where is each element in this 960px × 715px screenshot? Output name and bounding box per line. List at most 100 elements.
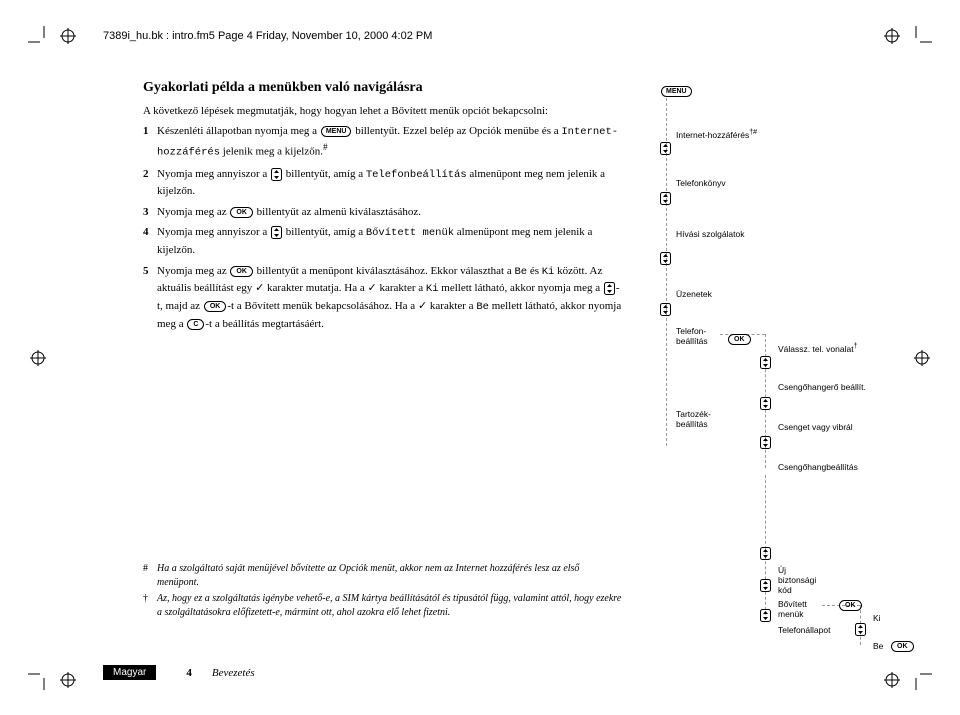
- tree-label: Tartozék-beállítás: [676, 409, 711, 429]
- step-text: billentyűt. Ezzel belép az Opciók menübe…: [352, 125, 561, 137]
- scroll-button-icon: [271, 226, 282, 239]
- mono-text: Be: [514, 266, 527, 278]
- tree-label: Telefon-beállítás: [676, 326, 708, 346]
- step-text: billentyűt, amíg a: [283, 226, 366, 238]
- footnote-text: Az, hogy ez a szolgáltatás igénybe vehet…: [157, 592, 623, 620]
- step-text: -t a beállítás megtartásáért.: [205, 318, 324, 330]
- menu-button-icon: MENU: [321, 126, 352, 137]
- footnotes: # Ha a szolgáltató saját menüjével bővít…: [143, 562, 623, 622]
- intro-text: A következő lépések megmutatják, hogy ho…: [143, 104, 623, 119]
- scroll-button-icon: [760, 579, 771, 597]
- footnote-symbol: †: [143, 592, 157, 620]
- reg-mark-tr: [884, 28, 900, 44]
- crop-mark-bl: [28, 668, 50, 690]
- scroll-button-icon: [660, 142, 671, 160]
- page-meta-header: 7389i_hu.bk : intro.fm5 Page 4 Friday, N…: [103, 30, 432, 42]
- footnote-ref: †: [854, 342, 858, 350]
- scroll-button-icon: [760, 547, 771, 565]
- section-name: Bevezetés: [212, 667, 255, 679]
- step-text: -t a Bővített menük bekapcsolásához. Ha …: [227, 300, 418, 312]
- ok-button-icon: OK: [230, 207, 253, 218]
- step-1: 1 Készenléti állapotban nyomja meg a MEN…: [143, 123, 623, 161]
- tree-label: Csengőhangbeállítás: [778, 462, 858, 472]
- c-button-icon: C: [187, 319, 204, 330]
- reg-mark-mr: [914, 350, 930, 366]
- mono-text: Ki: [542, 266, 555, 278]
- tree-label: Hívási szolgálatok: [676, 229, 745, 239]
- language-tab: Magyar: [103, 665, 156, 680]
- check-icon: ✓: [418, 300, 427, 312]
- step-text: Nyomja meg az: [157, 206, 229, 218]
- step-text: Nyomja meg az: [157, 265, 229, 277]
- scroll-button-icon: [760, 609, 771, 627]
- step-text: karakter a: [377, 282, 426, 294]
- tree-label: Bővített menük: [778, 599, 807, 619]
- step-text: billentyűt a menüpont kiválasztásához. E…: [254, 265, 515, 277]
- scroll-button-icon: [271, 168, 282, 181]
- step-num: 2: [143, 166, 157, 200]
- tree-label: Internet-hozzáférés: [676, 130, 749, 140]
- page-footer: Magyar 4 Bevezetés: [103, 665, 255, 680]
- step-num: 4: [143, 224, 157, 258]
- main-content: Gyakorlati példa a menükben való navigál…: [143, 80, 623, 336]
- step-text: billentyűt, amíg a: [283, 168, 366, 180]
- scroll-button-icon: [760, 397, 771, 415]
- ok-button-icon: OK: [230, 266, 253, 277]
- step-num: 5: [143, 263, 157, 333]
- scroll-button-icon: [855, 623, 866, 641]
- step-text: karakter mutatja. Ha a: [264, 282, 367, 294]
- footnote-text: Ha a szolgáltató saját menüjével bővítet…: [157, 562, 623, 590]
- step-text: billentyűt az almenü kiválasztásához.: [254, 206, 421, 218]
- crop-mark-br: [910, 668, 932, 690]
- mono-text: Be: [476, 301, 489, 313]
- mono-text: Bővített menük: [366, 227, 454, 239]
- tree-label: Üzenetek: [676, 289, 712, 299]
- menu-button-icon: MENU: [661, 86, 692, 97]
- ok-button-icon: OK: [839, 600, 862, 611]
- tree-label: Telefonkönyv: [676, 178, 726, 188]
- scroll-button-icon: [760, 356, 771, 374]
- scroll-button-icon: [660, 252, 671, 270]
- scroll-button-icon: [660, 303, 671, 321]
- step-4: 4 Nyomja meg annyiszor a billentyűt, amí…: [143, 224, 623, 258]
- tree-label: Csengőhangerő beállít.: [778, 382, 866, 392]
- step-text: mellett látható, akkor nyomja meg a: [439, 282, 603, 294]
- step-text: Nyomja meg annyiszor a: [157, 226, 270, 238]
- step-2: 2 Nyomja meg annyiszor a billentyűt, amí…: [143, 166, 623, 200]
- mono-text: Ki: [426, 283, 439, 295]
- step-text: és: [527, 265, 542, 277]
- ok-button-icon: OK: [728, 334, 751, 345]
- step-text: jelenik meg a kijelzőn.: [220, 146, 323, 158]
- reg-mark-bl: [60, 672, 76, 688]
- scroll-button-icon: [760, 436, 771, 454]
- reg-mark-ml: [30, 350, 46, 366]
- ok-button-icon: OK: [204, 301, 227, 312]
- step-text: Nyomja meg annyiszor a: [157, 168, 270, 180]
- crop-mark-tr: [910, 26, 932, 48]
- scroll-button-icon: [604, 282, 615, 295]
- mono-text: Telefonbeállítás: [366, 169, 467, 181]
- tree-label: Ki: [873, 613, 881, 623]
- step-num: 3: [143, 204, 157, 221]
- footnote-ref: #: [323, 142, 328, 152]
- check-icon: ✓: [255, 282, 264, 294]
- step-5: 5 Nyomja meg az OK billentyűt a menüpont…: [143, 263, 623, 333]
- crop-mark-tl: [28, 26, 50, 48]
- reg-mark-br: [884, 672, 900, 688]
- ok-button-icon: OK: [891, 641, 914, 652]
- step-num: 1: [143, 123, 157, 161]
- step-text: Készenléti állapotban nyomja meg a: [157, 125, 320, 137]
- tree-label: Válassz. tel. vonalat: [778, 344, 854, 354]
- tree-label: Csenget vagy vibrál: [778, 422, 853, 432]
- tree-label: Telefonállapot: [778, 625, 830, 635]
- page-title: Gyakorlati példa a menükben való navigál…: [143, 80, 623, 96]
- step-3: 3 Nyomja meg az OK billentyűt az almenü …: [143, 204, 623, 221]
- tree-label: Be: [873, 641, 883, 651]
- reg-mark-tl: [60, 28, 76, 44]
- check-icon: ✓: [368, 282, 377, 294]
- footnote-symbol: #: [143, 562, 157, 590]
- tree-label: Új biztonsági kód: [778, 565, 816, 595]
- step-text: karakter a: [427, 300, 476, 312]
- footnote-ref: †#: [749, 128, 757, 136]
- page-number: 4: [186, 667, 192, 679]
